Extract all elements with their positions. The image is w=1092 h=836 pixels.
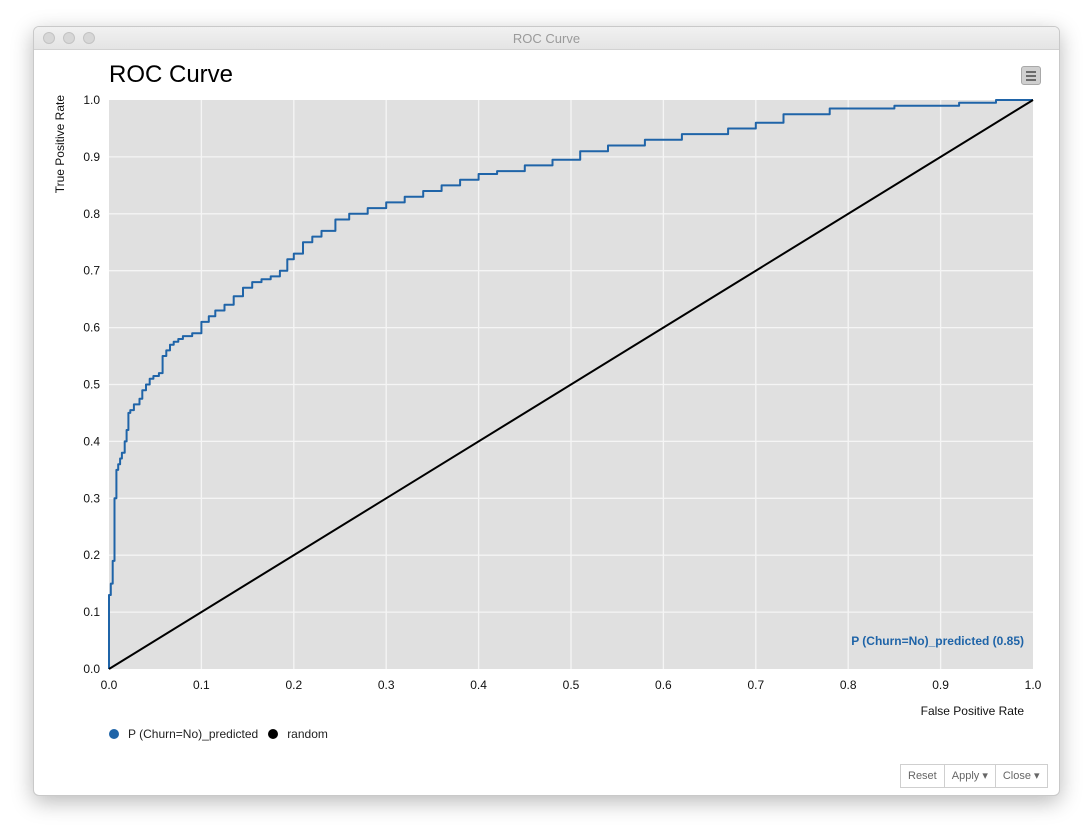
legend-label-predicted: P (Churn=No)_predicted: [128, 727, 259, 741]
window-title: ROC Curve: [512, 31, 581, 46]
x-tick-label: 0.5: [563, 678, 580, 692]
hamburger-menu-icon[interactable]: [1021, 66, 1041, 85]
y-tick-label: 0.8: [83, 207, 100, 221]
chart-window: ROC Curve ROC Curve 0.0 0.1 0.2 0.3 0.4 0.5 0.…: [33, 26, 1060, 796]
x-tick-label: 0.9: [932, 678, 949, 692]
x-tick-label: 1.0: [1025, 678, 1042, 692]
y-tick-label: 0.9: [83, 150, 100, 164]
y-tick-label: 0.6: [83, 321, 100, 335]
x-tick-label: 0.6: [655, 678, 672, 692]
minimize-window-icon[interactable]: [63, 32, 75, 44]
legend-dot-random: [268, 729, 279, 739]
x-tick-label: 0.8: [840, 678, 857, 692]
auc-annotation: P (Churn=No)_predicted (0.85): [851, 634, 1024, 648]
y-tick-label: 0.3: [83, 491, 100, 505]
legend-label-random: random: [287, 727, 328, 741]
reset-button[interactable]: Reset: [901, 765, 945, 787]
y-tick-label: 0.7: [83, 264, 100, 278]
window-titlebar: ROC Curve: [34, 27, 1059, 50]
zoom-window-icon[interactable]: [83, 32, 95, 44]
y-tick-label: 1.0: [83, 93, 100, 107]
close-window-icon[interactable]: [43, 32, 55, 44]
y-axis-label: True Positive Rate: [53, 95, 67, 194]
legend-item-random[interactable]: random: [268, 727, 328, 741]
legend-item-predicted[interactable]: P (Churn=No)_predicted: [109, 727, 258, 741]
y-tick-label: 0.5: [83, 378, 100, 392]
dialog-button-bar: Reset Apply ▾ Close ▾: [900, 764, 1048, 788]
y-tick-label: 0.1: [83, 605, 100, 619]
chart-legend: P (Churn=No)_predicted random: [109, 727, 338, 741]
x-tick-label: 0.2: [285, 678, 302, 692]
random-baseline-series[interactable]: [108, 99, 1034, 670]
legend-dot-predicted: [109, 729, 119, 739]
x-tick-label: 0.4: [470, 678, 487, 692]
x-tick-label: 0.3: [378, 678, 395, 692]
apply-button[interactable]: Apply ▾: [944, 765, 996, 787]
chart-title: ROC Curve: [109, 61, 234, 88]
close-button[interactable]: Close ▾: [995, 765, 1047, 787]
roc-chart: 0.0 0.1 0.2 0.3 0.4 0.5 0.6 0.7 0.8 0.9 1.0 0.0 0.1 0…: [53, 93, 1042, 718]
x-tick-label: 0.1: [193, 678, 210, 692]
roc-curve-series[interactable]: [108, 99, 1033, 669]
x-tick-label: 0.0: [101, 678, 118, 692]
x-axis-label: False Positive Rate: [921, 704, 1025, 718]
x-tick-label: 0.7: [747, 678, 764, 692]
y-tick-label: 0.0: [83, 662, 100, 676]
y-tick-label: 0.4: [83, 434, 100, 448]
y-tick-label: 0.2: [83, 548, 100, 562]
